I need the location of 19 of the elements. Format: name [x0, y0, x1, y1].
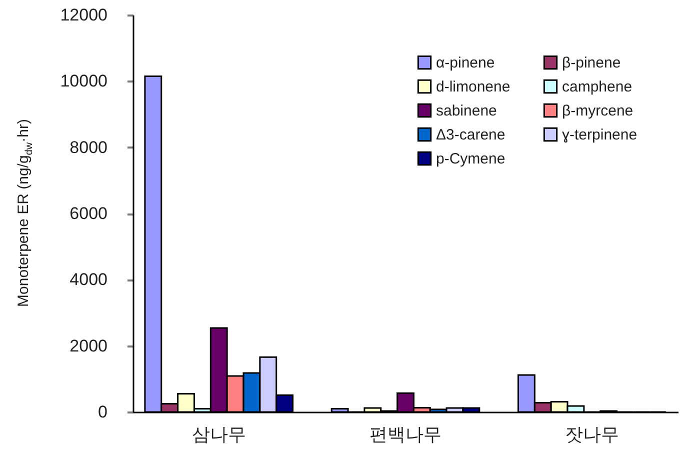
y-tick-label: 8000 — [70, 138, 108, 157]
y-tick-label: 12000 — [60, 6, 108, 24]
x-tick-label: 편백나무 — [370, 424, 442, 444]
y-tick-label: 4000 — [70, 270, 108, 290]
legend-label: d-limonene — [436, 78, 510, 96]
x-tick-label: 잣나무 — [565, 424, 620, 444]
x-tick-label: 삼나무 — [192, 424, 246, 444]
y-tick-label: 10000 — [60, 72, 108, 91]
legend-label: α-pinene — [436, 54, 495, 72]
legend-label: Δ3-carene — [436, 126, 506, 144]
legend-label: ɣ-terpinene — [562, 126, 638, 144]
legend-label: sabinene — [436, 102, 497, 120]
y-tick-label: 0 — [98, 402, 108, 422]
legend-label: p-Cymene — [436, 150, 506, 168]
legend-label: camphene — [562, 78, 632, 96]
y-tick-label: 6000 — [70, 204, 108, 223]
legend-label: β-myrcene — [562, 102, 634, 120]
y-tick-label: 2000 — [70, 336, 108, 356]
legend-label: β-pinene — [562, 54, 621, 72]
